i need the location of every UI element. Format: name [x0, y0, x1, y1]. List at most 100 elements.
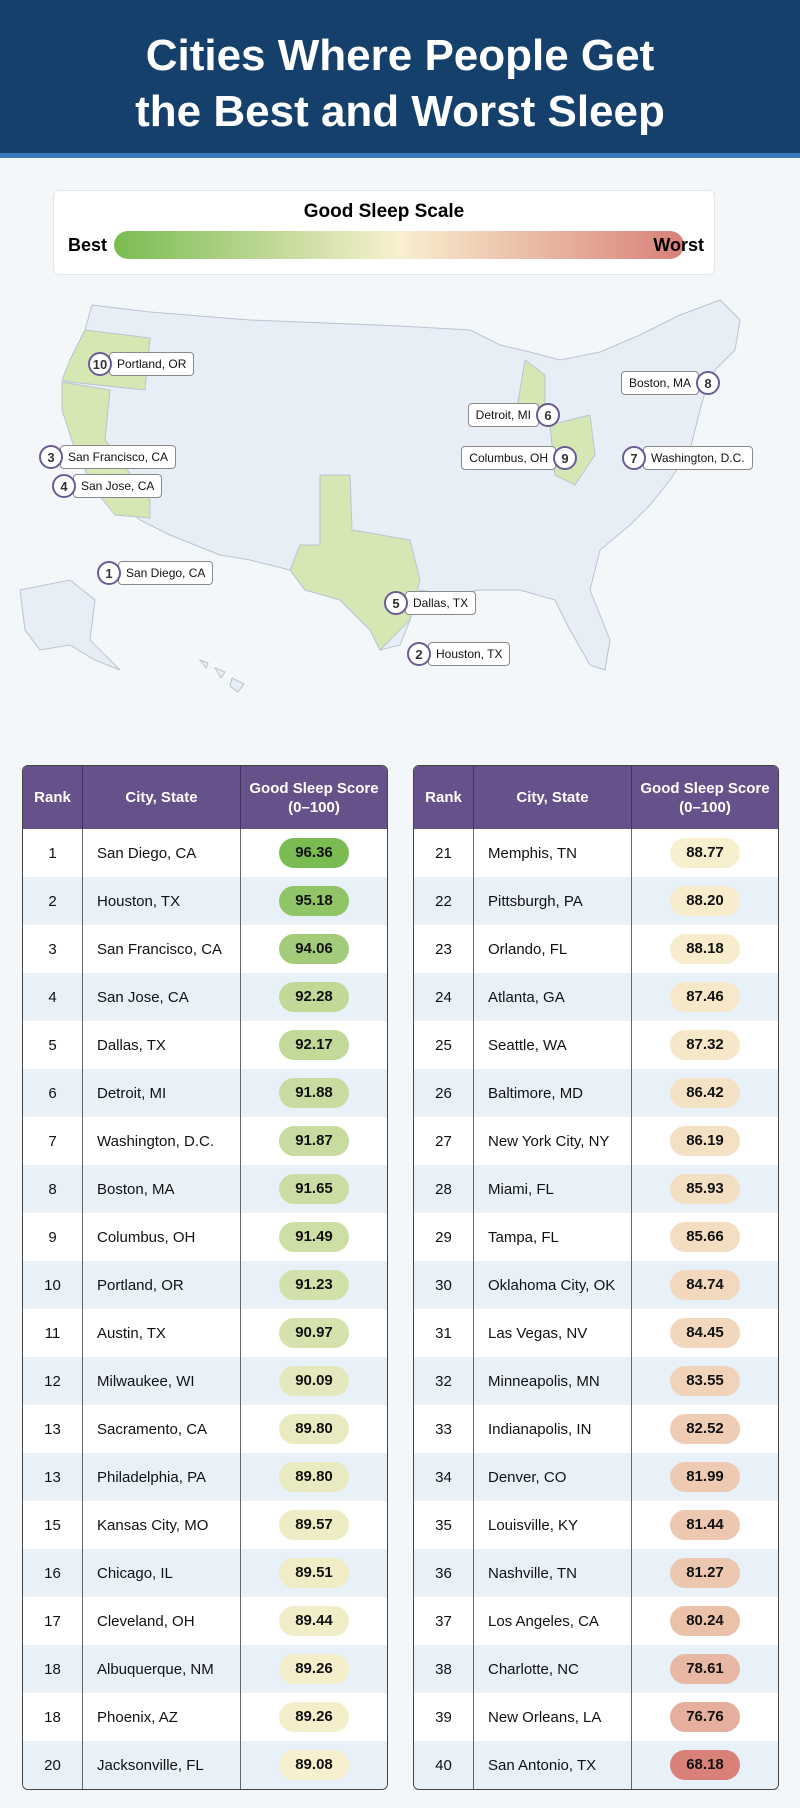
map-marker: 4 San Jose, CA [52, 474, 163, 498]
score-pill: 92.17 [279, 1030, 349, 1060]
table-row: 37 Los Angeles, CA 80.24 [414, 1597, 778, 1645]
map-marker: 6 Detroit, MI [467, 403, 560, 427]
table-row: 30 Oklahoma City, OK 84.74 [414, 1261, 778, 1309]
score-cell: 84.74 [632, 1261, 778, 1309]
score-cell: 82.52 [632, 1405, 778, 1453]
map-marker: 10 Portland, OR [88, 352, 195, 376]
rank-cell: 11 [23, 1309, 83, 1357]
score-cell: 91.87 [241, 1117, 387, 1165]
table-row: 9 Columbus, OH 91.49 [23, 1213, 387, 1261]
score-cell: 81.27 [632, 1549, 778, 1597]
rank-cell: 26 [414, 1069, 474, 1117]
table-row: 2 Houston, TX 95.18 [23, 877, 387, 925]
rank-cell: 10 [23, 1261, 83, 1309]
table-row: 18 Phoenix, AZ 89.26 [23, 1693, 387, 1741]
score-cell: 88.18 [632, 925, 778, 973]
map-marker: 7 Washington, D.C. [622, 446, 753, 470]
city-cell: Austin, TX [83, 1309, 241, 1357]
rank-cell: 34 [414, 1453, 474, 1501]
score-cell: 89.08 [241, 1741, 387, 1789]
rank-badge: 5 [384, 591, 408, 615]
score-pill: 91.87 [279, 1126, 349, 1156]
city-cell: Indianapolis, IN [474, 1405, 632, 1453]
score-cell: 89.26 [241, 1693, 387, 1741]
score-cell: 85.93 [632, 1165, 778, 1213]
table-row: 26 Baltimore, MD 86.42 [414, 1069, 778, 1117]
score-pill: 89.26 [279, 1654, 349, 1684]
score-pill: 91.88 [279, 1078, 349, 1108]
map-marker: 8 Boston, MA [620, 371, 720, 395]
score-pill: 90.09 [279, 1366, 349, 1396]
city-cell: San Jose, CA [83, 973, 241, 1021]
table-row: 20 Jacksonville, FL 89.08 [23, 1741, 387, 1789]
city-cell: Phoenix, AZ [83, 1693, 241, 1741]
score-pill: 95.18 [279, 886, 349, 916]
city-cell: Tampa, FL [474, 1213, 632, 1261]
header-score: Good Sleep Score (0–100) [640, 779, 770, 816]
rank-cell: 3 [23, 925, 83, 973]
table-row: 4 San Jose, CA 92.28 [23, 973, 387, 1021]
city-cell: Pittsburgh, PA [474, 877, 632, 925]
table-row: 36 Nashville, TN 81.27 [414, 1549, 778, 1597]
city-label: Washington, D.C. [643, 446, 753, 470]
city-cell: San Diego, CA [83, 829, 241, 877]
city-cell: Detroit, MI [83, 1069, 241, 1117]
rank-cell: 12 [23, 1357, 83, 1405]
color-scale-legend: Good Sleep Scale Best Worst [53, 190, 715, 275]
table-row: 5 Dallas, TX 92.17 [23, 1021, 387, 1069]
score-pill: 80.24 [670, 1606, 740, 1636]
table-row: 16 Chicago, IL 89.51 [23, 1549, 387, 1597]
rank-cell: 17 [23, 1597, 83, 1645]
table-header: Rank City, State Good Sleep Score (0–100… [414, 766, 778, 829]
score-pill: 87.32 [670, 1030, 740, 1060]
rank-cell: 5 [23, 1021, 83, 1069]
score-cell: 89.80 [241, 1405, 387, 1453]
table-row: 7 Washington, D.C. 91.87 [23, 1117, 387, 1165]
rank-cell: 15 [23, 1501, 83, 1549]
score-cell: 83.55 [632, 1357, 778, 1405]
table-row: 34 Denver, CO 81.99 [414, 1453, 778, 1501]
table-row: 28 Miami, FL 85.93 [414, 1165, 778, 1213]
score-cell: 91.23 [241, 1261, 387, 1309]
city-cell: Columbus, OH [83, 1213, 241, 1261]
rank-badge: 6 [536, 403, 560, 427]
legend-title: Good Sleep Scale [303, 201, 465, 222]
city-cell: New Orleans, LA [474, 1693, 632, 1741]
city-cell: Denver, CO [474, 1453, 632, 1501]
city-cell: San Francisco, CA [83, 925, 241, 973]
map-marker: 9 Columbus, OH [461, 446, 577, 470]
city-cell: Louisville, KY [474, 1501, 632, 1549]
city-cell: Oklahoma City, OK [474, 1261, 632, 1309]
table-row: 24 Atlanta, GA 87.46 [414, 973, 778, 1021]
rank-badge: 10 [88, 352, 112, 376]
table-row: 1 San Diego, CA 96.36 [23, 829, 387, 877]
city-cell: Atlanta, GA [474, 973, 632, 1021]
score-pill: 81.27 [670, 1558, 740, 1588]
table-row: 27 New York City, NY 86.19 [414, 1117, 778, 1165]
score-pill: 89.51 [279, 1558, 349, 1588]
rank-cell: 20 [23, 1741, 83, 1789]
table-row: 33 Indianapolis, IN 82.52 [414, 1405, 778, 1453]
score-cell: 89.80 [241, 1453, 387, 1501]
score-pill: 84.45 [670, 1318, 740, 1348]
header-city: City, State [83, 766, 241, 829]
rank-cell: 37 [414, 1597, 474, 1645]
rank-cell: 31 [414, 1309, 474, 1357]
score-pill: 85.93 [670, 1174, 740, 1204]
score-pill: 91.65 [279, 1174, 349, 1204]
score-pill: 89.26 [279, 1702, 349, 1732]
city-cell: New York City, NY [474, 1117, 632, 1165]
table-row: 3 San Francisco, CA 94.06 [23, 925, 387, 973]
score-pill: 83.55 [670, 1366, 740, 1396]
score-pill: 86.42 [670, 1078, 740, 1108]
rank-cell: 21 [414, 829, 474, 877]
legend-worst-label: Worst [653, 235, 704, 255]
score-pill: 85.66 [670, 1222, 740, 1252]
city-label: Columbus, OH [461, 446, 556, 470]
rank-cell: 6 [23, 1069, 83, 1117]
table-row: 29 Tampa, FL 85.66 [414, 1213, 778, 1261]
score-cell: 88.77 [632, 829, 778, 877]
rank-badge: 7 [622, 446, 646, 470]
rank-badge: 3 [39, 445, 63, 469]
rank-cell: 9 [23, 1213, 83, 1261]
